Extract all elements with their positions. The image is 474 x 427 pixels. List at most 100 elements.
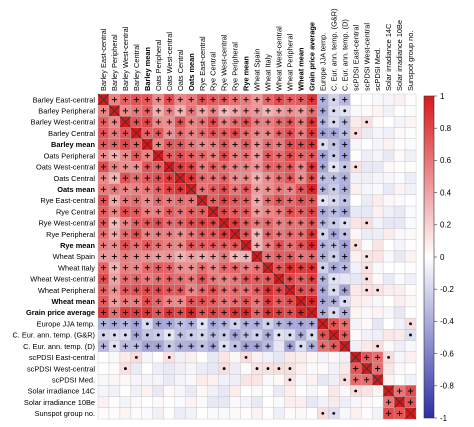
heatmap-cell (207, 351, 219, 364)
heatmap-cell (360, 105, 373, 117)
diagonal-cross-line (262, 261, 274, 274)
heatmap-cell (393, 261, 406, 274)
significance-dot-mark (145, 333, 149, 337)
column-label: Barley East-central (99, 28, 108, 91)
heatmap-cell (185, 396, 197, 409)
heatmap-cell (404, 172, 417, 184)
heatmap-cell (360, 172, 373, 184)
heatmap-cell (371, 127, 384, 140)
heatmap-cell (404, 149, 417, 162)
significance-dot-mark (332, 154, 336, 158)
column-label: Grain price average (307, 22, 316, 91)
heatmap-cell (382, 273, 395, 285)
heatmap-cell (218, 373, 230, 386)
heatmap-cell (360, 317, 373, 330)
significance-dot-mark (343, 109, 347, 113)
heatmap-cell (152, 362, 165, 375)
significance-dot-mark (113, 333, 116, 337)
heatmap-cell (382, 329, 395, 341)
heatmap-cell (295, 385, 307, 397)
colorbar-tick-label: 0.8 (440, 124, 452, 133)
heatmap-cell (371, 407, 384, 420)
heatmap-cell (229, 373, 241, 386)
significance-dot-mark (332, 221, 336, 225)
heatmap-cell (360, 183, 373, 196)
heatmap-cell (229, 362, 241, 375)
heatmap-cell (229, 351, 241, 364)
significance-dot-mark (365, 120, 369, 124)
heatmap-cell (350, 407, 362, 420)
significance-dot-mark (332, 165, 336, 169)
heatmap-cell (328, 373, 340, 386)
row-label: Rye Central (56, 207, 95, 216)
diagonal-cross-line (119, 116, 132, 128)
heatmap-cell (108, 385, 121, 397)
diagonal-cross-line (163, 160, 176, 173)
heatmap-cell (393, 183, 406, 196)
significance-dot-mark (321, 266, 325, 270)
row-label: Wheat West-central (30, 275, 95, 284)
heatmap-cell (382, 138, 395, 151)
heatmap-cell (251, 351, 263, 364)
diagonal-cross-line (218, 216, 230, 229)
heatmap-cell (360, 295, 373, 308)
heatmap-cell (218, 351, 230, 364)
column-label: scPDSI East-central (351, 25, 360, 91)
heatmap-cell (360, 127, 373, 140)
heatmap-cell (360, 93, 373, 106)
column-label: Rye Central (209, 52, 218, 91)
significance-dot-mark (332, 120, 336, 124)
row-label: Solar irradiance 10Be (24, 398, 95, 407)
heatmap-cell (393, 317, 406, 330)
diagonal-cross-line (349, 351, 362, 364)
row-label: Oats Central (54, 174, 96, 183)
column-label: Wheat Italy (264, 54, 273, 91)
heatmap-cell (393, 362, 406, 375)
significance-dot-mark (343, 221, 347, 225)
significance-dot-mark (376, 344, 380, 348)
heatmap-cell (360, 396, 373, 409)
heatmap-cell (393, 284, 406, 296)
heatmap-cell (393, 329, 406, 341)
row-label: Barley West-central (31, 118, 96, 127)
colorbar-tick-label: -0.4 (440, 317, 454, 326)
diagonal-cross-line (152, 149, 165, 162)
significance-dot-mark (365, 266, 369, 270)
row-label: Oats Peripheral (44, 151, 96, 160)
heatmap-cell (360, 306, 373, 319)
column-label: Rye West-central (220, 34, 229, 91)
heatmap-cell (393, 239, 406, 252)
heatmap-cell (130, 385, 143, 397)
significance-dot-mark (332, 109, 336, 113)
heatmap-cell (196, 385, 208, 397)
heatmap-cell (371, 228, 384, 240)
column-label: Oats mean (187, 53, 196, 91)
significance-dot-mark (365, 277, 369, 281)
row-label: Barley Central (48, 129, 95, 138)
heatmap-cell (262, 385, 274, 397)
column-label: scPDSI West-central (362, 23, 371, 91)
heatmap-cell (207, 373, 219, 386)
heatmap-cell (328, 362, 340, 375)
heatmap-cell (350, 105, 362, 117)
heatmap-cell (152, 373, 165, 386)
heatmap-cell (295, 351, 307, 364)
heatmap-cell (251, 396, 263, 409)
heatmap-cell (273, 396, 285, 409)
column-label: scPDSI Med. (373, 48, 382, 91)
heatmap-cell (393, 161, 406, 173)
column-label: Europe JJA temp. (318, 33, 327, 91)
significance-dot-mark (167, 344, 171, 348)
heatmap-cell (371, 385, 384, 397)
heatmap-cell (152, 385, 165, 397)
row-label: Wheat Spain (53, 252, 95, 261)
row-label: scPDSI West-central (27, 364, 95, 373)
heatmap-cell (404, 194, 417, 207)
heatmap-cell (404, 284, 417, 296)
heatmap-cell (229, 396, 241, 409)
diagonal-cross-line (196, 194, 208, 207)
significance-dot-mark (288, 333, 292, 337)
heatmap-cell (350, 250, 362, 263)
heatmap-cell (97, 362, 110, 375)
